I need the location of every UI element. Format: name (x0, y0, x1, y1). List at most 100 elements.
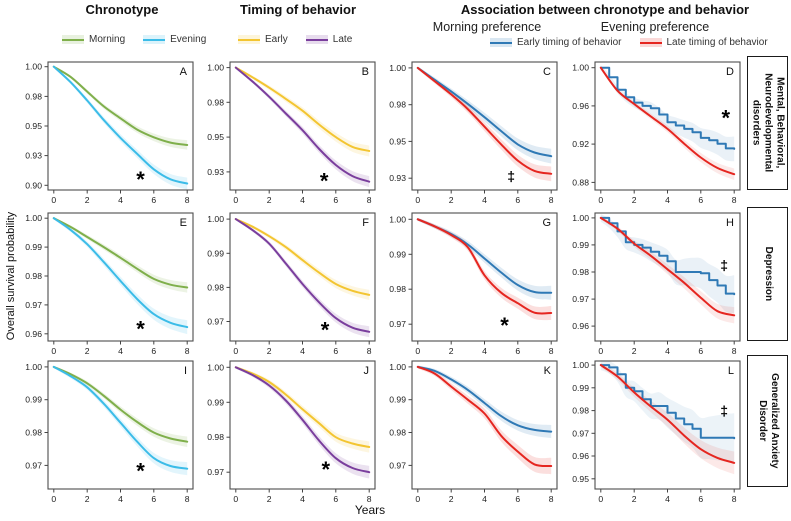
y-tick-label: 0.99 (572, 383, 589, 393)
y-tick-label: 0.98 (25, 428, 42, 438)
x-tick-label: 8 (732, 195, 737, 205)
y-tick-label: 1.00 (25, 213, 42, 223)
y-tick-label: 0.95 (207, 132, 224, 142)
panel-letter: G (542, 217, 551, 229)
x-tick-label: 0 (51, 494, 56, 504)
confidence-band (53, 216, 188, 335)
x-tick-label: 2 (449, 346, 454, 356)
y-tick-label: 0.99 (389, 249, 406, 259)
x-tick-label: 0 (51, 195, 56, 205)
survival-curve (416, 66, 553, 175)
x-tick-label: 6 (333, 346, 338, 356)
y-tick-label: 0.92 (572, 139, 589, 149)
x-tick-label: 4 (118, 195, 123, 205)
x-tick-label: 8 (185, 195, 190, 205)
x-tick-label: 2 (267, 195, 272, 205)
y-tick-label: 1.00 (572, 360, 589, 370)
x-tick-label: 2 (632, 494, 637, 504)
y-tick-label: 0.95 (572, 474, 589, 484)
y-tick-label: 1.00 (25, 362, 42, 372)
survival-plot-F: 1.00 0.99 0.98 0.97 0 2 4 6 8 F * (207, 212, 376, 356)
y-tick-label: 1.00 (572, 63, 589, 73)
x-tick-label: 2 (85, 195, 90, 205)
significance-asterisk: * (136, 316, 145, 341)
panel-letter: I (184, 365, 187, 377)
y-tick-label: 0.98 (572, 267, 589, 277)
panel-F: 1.00 0.99 0.98 0.97 0 2 4 6 8 F * (192, 205, 382, 363)
row-label-depression: Depression (747, 207, 788, 341)
y-tick-label: 1.00 (389, 63, 406, 73)
y-tick-label: 0.93 (25, 151, 42, 161)
x-tick-label: 4 (300, 346, 305, 356)
panel-letter: K (544, 365, 552, 377)
y-tick-label: 1.00 (25, 62, 42, 72)
significance-asterisk: * (322, 457, 331, 482)
y-tick-label: 0.98 (207, 432, 224, 442)
legend-label: Morning (89, 34, 126, 45)
confidence-band (53, 365, 188, 447)
legend-timing: Early Late (238, 34, 370, 45)
x-tick-label: 2 (449, 195, 454, 205)
x-tick-label: 8 (549, 494, 554, 504)
y-tick-label: 1.00 (207, 63, 224, 73)
panel-letter: L (728, 365, 734, 377)
panel-C: 1.00 0.98 0.95 0.93 0 2 4 6 8 C ‡ (374, 54, 564, 212)
confidence-band (53, 365, 188, 476)
significance-double-dagger: ‡ (507, 168, 515, 184)
x-tick-label: 4 (118, 494, 123, 504)
x-tick-label: 0 (415, 195, 420, 205)
confidence-band (235, 218, 370, 338)
x-tick-label: 4 (300, 195, 305, 205)
y-tick-label: 0.99 (207, 397, 224, 407)
survival-plot-D: 1.00 0.96 0.92 0.88 0 2 4 6 8 D * (572, 61, 741, 205)
confidence-band (600, 65, 735, 162)
x-axis-label: Years (354, 503, 386, 517)
x-tick-label: 2 (85, 346, 90, 356)
x-tick-label: 6 (151, 195, 156, 205)
panel-letter: H (726, 217, 734, 229)
survival-curve (234, 218, 371, 333)
y-tick-label: 0.99 (572, 240, 589, 250)
y-tick-label: 1.00 (207, 214, 224, 224)
panel-letter: A (180, 66, 188, 78)
y-tick-label: 0.96 (572, 321, 589, 331)
x-tick-label: 8 (367, 494, 372, 504)
x-tick-label: 2 (632, 346, 637, 356)
significance-asterisk: * (321, 317, 330, 342)
panel-L: 1.00 0.99 0.98 0.97 0.96 0.95 0 2 4 6 8 L ‡ (557, 353, 747, 511)
survival-curve (599, 66, 736, 150)
header-chronotype: Chronotype (85, 2, 159, 17)
subheader-morning-preference: Morning preference (432, 20, 542, 34)
y-tick-label: 0.97 (389, 319, 406, 329)
legend-swatch-icon (305, 35, 328, 44)
confidence-band (600, 214, 735, 314)
confidence-band (417, 217, 552, 321)
legend-swatch-icon (639, 38, 662, 47)
survival-plot-I: 1.00 0.99 0.98 0.97 0 2 4 6 8 I * (25, 360, 194, 504)
survival-curve (599, 216, 736, 317)
y-tick-label: 0.97 (25, 300, 42, 310)
significance-double-dagger: ‡ (720, 403, 728, 419)
legend-swatch-icon (490, 38, 512, 47)
x-tick-label: 2 (267, 346, 272, 356)
survival-curve (234, 218, 371, 296)
y-tick-label: 0.98 (25, 91, 42, 101)
survival-curve (52, 365, 189, 470)
legend-label: Evening (170, 34, 207, 45)
x-tick-label: 0 (233, 195, 238, 205)
survival-curve (416, 218, 553, 315)
x-tick-label: 8 (185, 494, 190, 504)
confidence-band (235, 366, 370, 479)
confidence-band (417, 365, 552, 475)
x-tick-label: 8 (732, 346, 737, 356)
y-tick-label: 0.98 (572, 406, 589, 416)
significance-asterisk: * (722, 105, 731, 130)
legend-swatch-icon (238, 35, 260, 44)
legend-item-early-timing-of-behavior: Early timing of behavior (490, 37, 622, 48)
legend-swatch-icon (143, 35, 166, 44)
survival-curve (52, 365, 189, 443)
survival-curve (416, 365, 553, 433)
survival-curve (599, 216, 736, 296)
y-tick-label: 0.98 (25, 271, 42, 281)
panel-D: 1.00 0.96 0.92 0.88 0 2 4 6 8 D * (557, 54, 747, 212)
